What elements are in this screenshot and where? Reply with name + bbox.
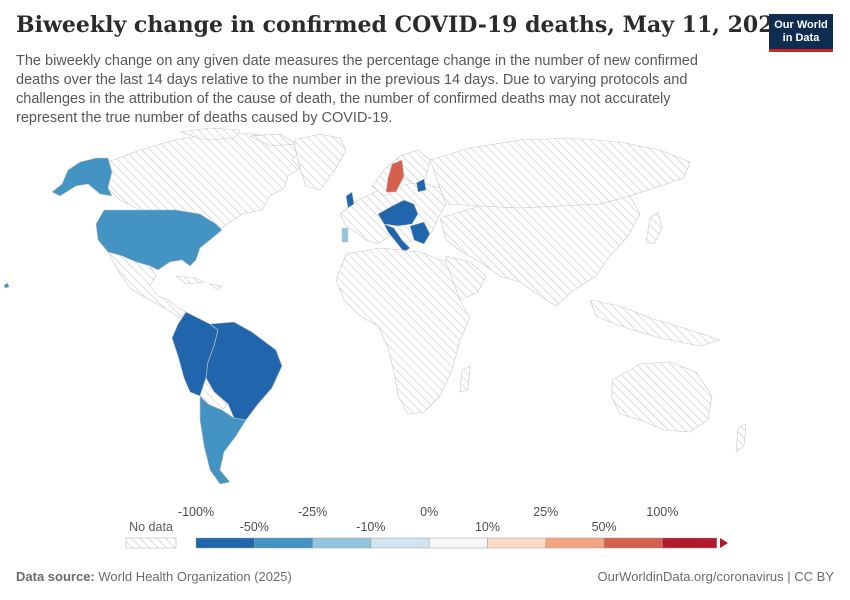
region-southeast-asia[interactable] — [589, 299, 721, 347]
region-argentina[interactable] — [199, 395, 247, 485]
legend-tick-top-3: 25% — [533, 505, 558, 519]
map-legend: -100% -25% 0% 25% 100% -50% -10% 10% 50% No dat… — [125, 505, 728, 549]
legend-no-data-swatch — [125, 537, 177, 549]
region-new-zealand[interactable] — [735, 423, 747, 453]
legend-tick-top-4: 100% — [646, 505, 678, 519]
logo-line-1: Our World — [774, 19, 828, 31]
legend-tick-top-2: 0% — [420, 505, 438, 519]
legend-bin-8[interactable] — [662, 537, 717, 549]
region-africa[interactable] — [335, 247, 471, 415]
region-madagascar[interactable] — [459, 365, 471, 393]
legend-tick-top-1: -25% — [298, 505, 327, 519]
footer-attribution[interactable]: OurWorldinData.org/coronavirus | CC BY — [597, 569, 834, 584]
legend-tick-bottom-3: 50% — [592, 520, 617, 534]
footer-source: Data source: World Health Organization (… — [16, 569, 292, 584]
region-alaska[interactable] — [51, 157, 113, 197]
world-map[interactable] — [0, 128, 850, 498]
region-greenland[interactable] — [293, 133, 347, 191]
region-mexico[interactable] — [107, 251, 187, 319]
legend-bin-5[interactable] — [487, 537, 547, 549]
legend-tick-top-0: -100% — [178, 505, 214, 519]
region-balkans[interactable] — [409, 221, 431, 245]
region-australia[interactable] — [611, 361, 713, 433]
region-portugal[interactable] — [341, 227, 349, 243]
chart-title: Biweekly change in confirmed COVID-19 de… — [16, 12, 789, 38]
legend-tick-bottom-0: -50% — [240, 520, 269, 534]
source-label: Data source: — [16, 569, 95, 584]
legend-bin-7[interactable] — [603, 537, 663, 549]
owid-logo[interactable]: Our World in Data — [769, 14, 833, 52]
legend-bin-0[interactable] — [195, 537, 255, 549]
legend-bin-3[interactable] — [370, 537, 430, 549]
legend-tick-bottom-1: -10% — [356, 520, 385, 534]
region-uk-ireland[interactable] — [345, 191, 355, 209]
region-sweden[interactable] — [385, 159, 405, 193]
region-asia[interactable] — [439, 195, 641, 307]
legend-bin-2[interactable] — [312, 537, 372, 549]
region-hawaii[interactable] — [3, 282, 10, 289]
legend-no-data-label: No data — [129, 520, 173, 534]
source-text[interactable]: World Health Organization (2025) — [98, 569, 292, 584]
region-japan[interactable] — [645, 211, 663, 245]
region-caribbean[interactable] — [175, 275, 223, 291]
region-western-europe[interactable] — [377, 199, 419, 227]
legend-bin-1[interactable] — [254, 537, 313, 549]
logo-line-2: in Data — [782, 32, 820, 44]
legend-bin-4[interactable] — [428, 537, 488, 549]
region-russia[interactable] — [429, 137, 691, 209]
legend-bin-6[interactable] — [545, 537, 605, 549]
chart-subtitle: The biweekly change on any given date me… — [16, 53, 698, 126]
legend-tick-bottom-2: 10% — [475, 520, 500, 534]
region-italy[interactable] — [383, 223, 411, 253]
legend-arrow — [720, 538, 728, 548]
